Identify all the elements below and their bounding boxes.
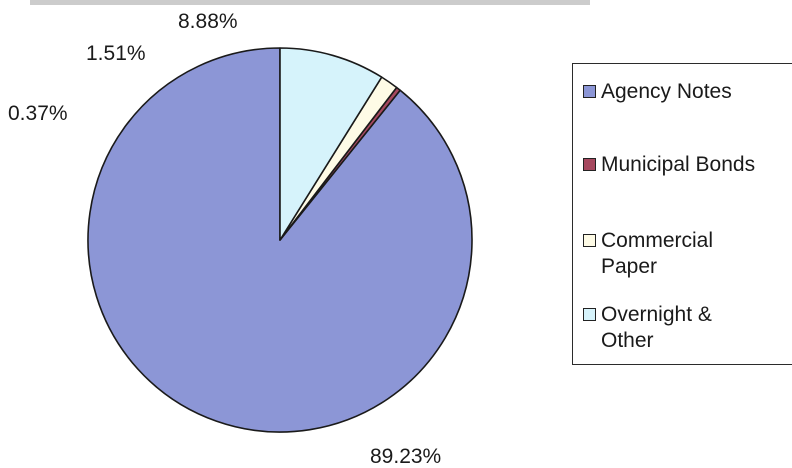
cropped-title-remnant bbox=[30, 0, 590, 5]
legend-label: Commercial Paper bbox=[601, 229, 714, 278]
legend-label: Overnight & Other bbox=[601, 303, 712, 352]
legend-swatch bbox=[583, 308, 596, 321]
legend-label: Agency Notes bbox=[601, 80, 732, 103]
slice-label-municipal-bonds: 0.37% bbox=[8, 102, 68, 125]
slice-label-agency-notes: 89.23% bbox=[370, 445, 442, 468]
legend-swatch bbox=[583, 158, 596, 171]
slice-label-overnight-other: 8.88% bbox=[178, 10, 238, 33]
legend-swatch bbox=[583, 85, 596, 98]
pie-slice-overnight-other bbox=[279, 47, 383, 241]
legend: Agency Notes Municipal Bonds Commercial … bbox=[572, 63, 792, 365]
legend-swatch bbox=[583, 234, 596, 247]
slice-label-commercial-paper: 1.51% bbox=[86, 42, 146, 65]
legend-label: Municipal Bonds bbox=[601, 153, 756, 176]
